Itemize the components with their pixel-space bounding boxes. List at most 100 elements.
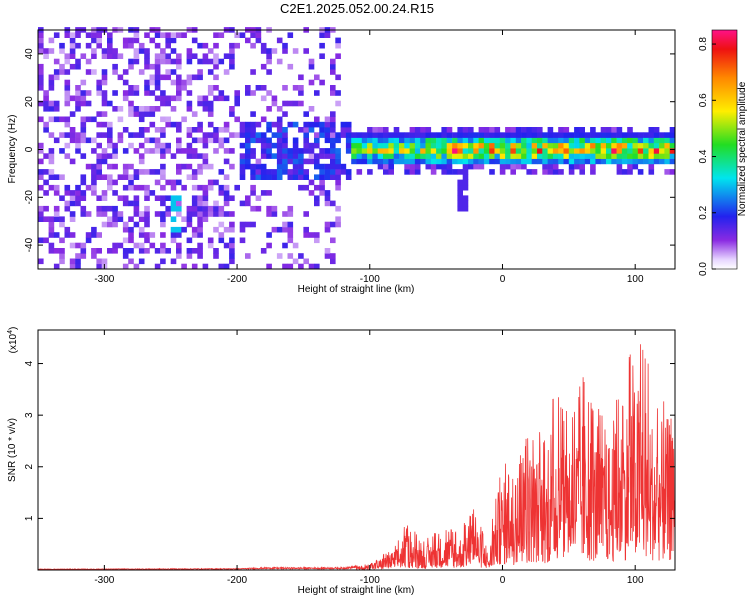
spectrogram-cell [133, 174, 140, 180]
spectrogram-cell [606, 137, 612, 144]
spectrogram-cell [48, 174, 55, 180]
spectrogram-cell [69, 216, 76, 222]
spectrogram-cell [446, 137, 453, 144]
spectrogram-cell [462, 132, 469, 138]
spectrogram-cell [38, 37, 44, 44]
spectrogram-cell [579, 132, 585, 138]
spectrogram-cell [266, 106, 272, 112]
spectrogram-cell [53, 100, 60, 107]
spectrogram-cell [409, 137, 416, 144]
spectrogram-cell [133, 90, 140, 96]
spectrogram-cell [462, 179, 469, 186]
spectrogram-cell [547, 158, 554, 165]
spectrogram-cell [574, 153, 580, 159]
spectrogram-cell [229, 248, 235, 254]
spectrogram-cell [611, 127, 617, 133]
spectrogram-cell [330, 121, 336, 128]
spectrogram-cell [165, 211, 171, 217]
spectrogram-cell [669, 148, 676, 154]
spectrogram-cell [75, 200, 81, 207]
spectrogram-cell [181, 116, 187, 123]
spectrogram-cell [255, 158, 262, 165]
spectrogram-cell [255, 132, 262, 138]
spectrogram-cell [133, 132, 140, 138]
spectrogram-cell [558, 142, 564, 149]
spectrogram-cell [53, 32, 60, 38]
spectrogram-cell [218, 263, 225, 270]
spectrogram-cell [590, 163, 596, 170]
spectrogram-cell [229, 148, 235, 154]
spectrogram-cell [239, 237, 246, 244]
spectrogram-cell [292, 137, 299, 144]
spectrogram-cell [637, 169, 644, 175]
spectrogram-cell [75, 137, 81, 144]
spectrogram-cell [441, 132, 447, 138]
spectrogram-cell [611, 137, 617, 144]
spectrogram-cell [282, 211, 288, 217]
spectrogram-cell [122, 127, 129, 133]
spectrogram-cell [133, 106, 140, 112]
spectrogram-cell [160, 242, 166, 249]
spectrogram-cell [69, 258, 76, 265]
spectrogram-cell [260, 116, 267, 123]
spectrogram-cell [223, 263, 230, 270]
spectrogram-cell [531, 137, 538, 144]
spectrogram-cell [186, 74, 193, 81]
spectrogram-cell [298, 74, 304, 81]
spectrogram-cell [176, 90, 182, 96]
spectrogram-cell [223, 226, 230, 233]
spectrogram-cell [255, 121, 262, 128]
spectrogram-cell [229, 258, 235, 265]
spectrogram-cell [101, 95, 108, 102]
spectrogram-cell [239, 121, 246, 128]
spectrogram-cell [144, 211, 150, 217]
spectrogram-cell [335, 174, 341, 180]
spectrogram-cell [133, 58, 140, 65]
spectrogram-cell [197, 121, 203, 128]
spectrogram-cell [207, 48, 214, 54]
spectrogram-cell [122, 42, 129, 49]
spectrogram-cell [96, 232, 102, 238]
spectrogram-cell [414, 127, 421, 133]
spectrogram-cell [303, 48, 309, 54]
spectrogram-cell [356, 158, 363, 165]
spectrogram-cell [160, 153, 166, 159]
spectrogram-cell [48, 216, 55, 222]
spectrogram-cell [351, 158, 357, 165]
spectrogram-cell [53, 211, 60, 217]
spectrogram-cell [521, 127, 527, 133]
spectrogram-cell [75, 42, 81, 49]
spectrogram-cell [282, 137, 288, 144]
spectrogram-cell [637, 153, 644, 159]
spectrogram-cell [287, 121, 294, 128]
spectrogram-cell [122, 195, 129, 201]
spectrogram-cell [648, 158, 655, 165]
spectrogram-cell [107, 127, 113, 133]
spectrogram-cell [303, 184, 309, 191]
spectrogram-cell [308, 58, 315, 65]
spectrogram-cell [372, 142, 378, 149]
spectrogram-cell [266, 90, 272, 96]
spectrogram-cell [345, 169, 352, 175]
spectrogram-cell [409, 163, 416, 170]
spectrogram-cell [600, 137, 607, 144]
spectrogram-cell [107, 216, 113, 222]
spectrogram-cell [176, 53, 182, 59]
spectrogram-cell [245, 127, 251, 133]
spectrogram-cell [452, 137, 458, 144]
spectrogram-cell [420, 137, 426, 144]
spectrogram-cell [298, 158, 304, 165]
spectrogram-cell [361, 148, 368, 154]
spectrogram-cell [80, 174, 87, 180]
spectrogram-cell [223, 53, 230, 59]
spectrogram-cell [38, 211, 44, 217]
snr-y-tick-label: 2 [24, 464, 35, 470]
spectrogram-cell [356, 142, 363, 149]
spectrogram-cell [149, 111, 156, 117]
spectrogram-cell [324, 32, 331, 38]
spectrogram-cell [308, 179, 315, 186]
spectrogram-cell [521, 158, 527, 165]
spectrogram-cell [218, 95, 225, 102]
spectrogram-cell [245, 253, 251, 259]
spectrogram-cell [176, 211, 182, 217]
